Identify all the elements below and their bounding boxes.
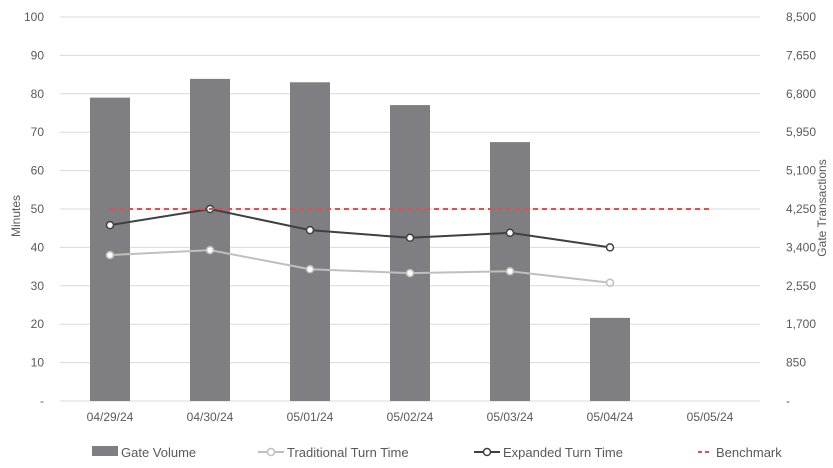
legend-swatch (92, 446, 118, 456)
x-axis-ticks: 04/29/24 04/30/24 05/01/24 05/02/24 05/03/24… (87, 410, 734, 424)
right-tick-label: 2,550 (786, 279, 816, 293)
left-tick-label: 50 (31, 202, 45, 216)
right-tick-label: 4,250 (786, 202, 816, 216)
bar (390, 105, 430, 401)
legend-marker (482, 447, 492, 457)
x-tick-label: 05/02/24 (387, 410, 434, 424)
left-tick-label: 90 (31, 48, 45, 62)
legend-marker (266, 447, 276, 457)
left-axis-title: Minutes (9, 195, 23, 237)
left-tick-label: 80 (31, 87, 45, 101)
x-tick-label: 04/29/24 (87, 410, 134, 424)
legend-label: Traditional Turn Time (287, 445, 409, 460)
left-tick-label: 30 (31, 279, 45, 293)
legend-label: Expanded Turn Time (503, 445, 623, 460)
x-tick-label: 05/01/24 (287, 410, 334, 424)
line-series (105, 204, 710, 287)
left-tick-label: 60 (31, 164, 45, 178)
legend-label: Gate Volume (121, 445, 196, 460)
right-tick-label: 8,500 (786, 10, 816, 24)
bar (190, 78, 230, 402)
series-point (105, 220, 115, 230)
right-tick-label: 6,800 (786, 87, 816, 101)
left-tick-label: 40 (31, 240, 45, 254)
series-point (405, 233, 415, 243)
x-tick-label: 04/30/24 (187, 410, 234, 424)
gate-volume-bars (90, 78, 630, 402)
x-tick-label: 05/03/24 (487, 410, 534, 424)
series-point (405, 268, 415, 278)
legend-label: Benchmark (716, 445, 782, 460)
series-point (305, 265, 315, 274)
left-tick-label: - (40, 394, 44, 408)
right-axis-ticks: - 850 1,700 2,550 3,400 4,250 5,100 5,950 6,800 7… (786, 10, 816, 408)
right-tick-label: 3,400 (786, 240, 816, 254)
series-point (205, 245, 215, 255)
right-tick-label: 850 (786, 356, 806, 370)
bar (590, 317, 630, 401)
series-point (505, 266, 515, 276)
left-tick-label: 20 (31, 317, 45, 331)
series-line (109, 207, 611, 249)
right-tick-label: 5,950 (786, 125, 816, 139)
left-tick-label: 100 (24, 10, 44, 24)
series-point (305, 225, 315, 235)
series-point (605, 243, 615, 252)
right-tick-label: 5,100 (786, 164, 816, 178)
series-line (109, 249, 611, 284)
left-tick-label: 10 (31, 356, 45, 370)
right-tick-label: 1,700 (786, 317, 816, 331)
right-axis-title: Gate Transactions (815, 159, 829, 256)
x-tick-label: 05/04/24 (587, 410, 634, 424)
series-point (505, 228, 515, 238)
left-axis-ticks: - 10 20 30 40 50 60 70 80 90 100 (24, 10, 44, 408)
legend: Gate Volume Traditional Turn Time Expanded… (92, 445, 782, 460)
right-tick-label: 7,650 (786, 48, 816, 62)
right-tick-label: - (786, 394, 790, 408)
x-tick-label: 05/05/24 (687, 410, 734, 424)
left-tick-label: 70 (31, 125, 45, 139)
series-point (105, 250, 115, 260)
bar (290, 82, 330, 401)
bar (90, 97, 130, 401)
series-point (605, 278, 615, 287)
